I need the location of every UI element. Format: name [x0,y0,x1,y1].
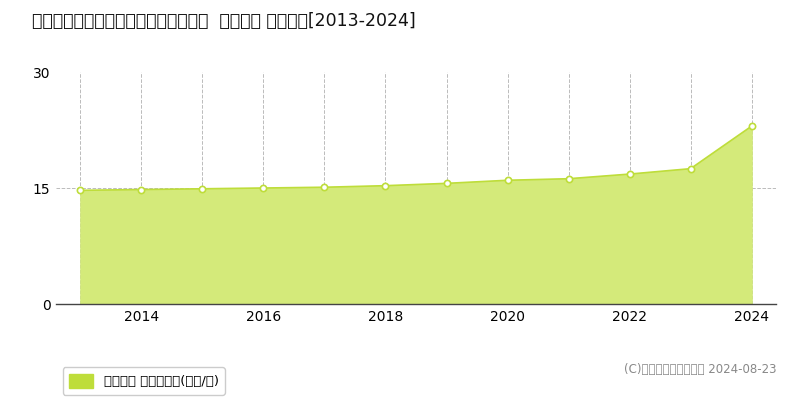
Text: (C)土地価格ドットコム 2024-08-23: (C)土地価格ドットコム 2024-08-23 [623,363,776,376]
Legend: 地価公示 平均坪単価(万円/坪): 地価公示 平均坪単価(万円/坪) [62,368,225,395]
Text: 宮城県名取市飯野坂６丁目３１５番外  地価公示 地価推移[2013-2024]: 宮城県名取市飯野坂６丁目３１５番外 地価公示 地価推移[2013-2024] [32,12,416,30]
